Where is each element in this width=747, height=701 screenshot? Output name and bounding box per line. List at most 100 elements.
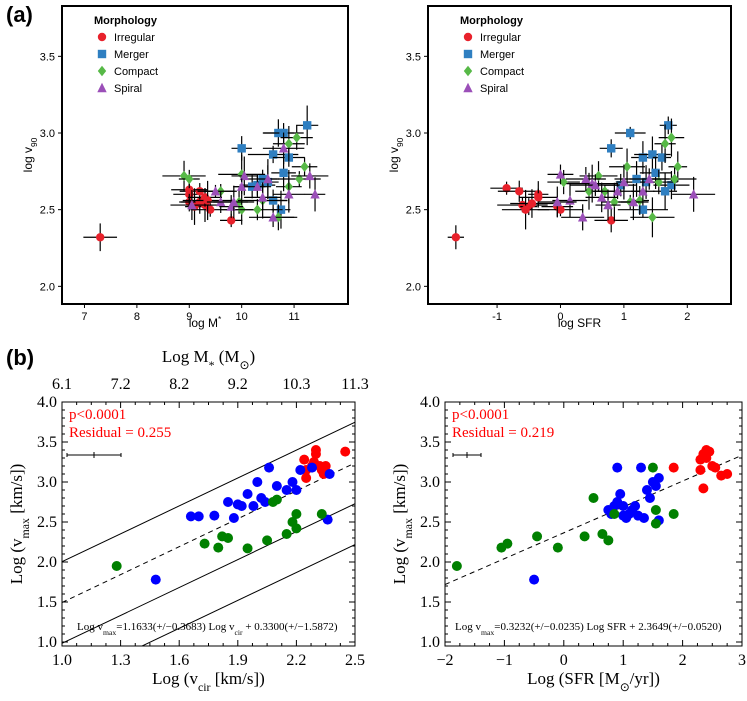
data-point-green xyxy=(552,542,563,553)
y-tick-label: 2.5 xyxy=(40,205,55,217)
data-point-blue xyxy=(242,489,253,499)
data-point-compact xyxy=(670,173,679,185)
y-tick-label: 2.5 xyxy=(37,514,57,531)
data-point-blue xyxy=(295,465,306,475)
data-point-blue xyxy=(653,473,664,483)
legend-title: Morphology xyxy=(94,15,158,27)
data-point-red xyxy=(310,449,321,459)
data-point-green xyxy=(291,523,302,534)
legend-marker-irregular xyxy=(463,32,473,42)
legend-label-irregular: Irregular xyxy=(114,32,155,44)
y-tick-label: 2.0 xyxy=(40,281,55,293)
y-tick-label: 3.0 xyxy=(40,128,55,140)
data-point-red xyxy=(668,462,679,473)
x-tick-label: 9 xyxy=(186,311,192,323)
y-tick-label: 4.0 xyxy=(37,394,57,411)
data-point-spiral xyxy=(310,189,320,199)
x-tick-label: 11 xyxy=(288,311,299,323)
x-tick-label: 1 xyxy=(621,311,627,323)
data-point-merger xyxy=(638,153,648,162)
data-point-spiral xyxy=(187,199,197,210)
chart-b-left: 1.0 1.3 1.6 1.9 2.2 2.5 1.0 1.5 2.0 2.5 3.0 3.5 4.0 L… xyxy=(7,347,369,694)
data-point-compact xyxy=(622,161,632,172)
data-point-spiral xyxy=(603,199,613,210)
data-point-blue xyxy=(612,462,623,473)
chart-a-right: -1 0 1 2 2.0 2.5 3.0 3.5 log SFR log v90 Morpholog… xyxy=(387,5,732,330)
data-point-spiral xyxy=(239,170,249,181)
data-point-green xyxy=(647,462,658,473)
data-point-irregular xyxy=(607,216,616,225)
data-point-blue xyxy=(223,497,234,507)
data-point-merger xyxy=(237,144,246,153)
data-point-compact xyxy=(253,204,262,215)
data-point-green xyxy=(242,543,253,554)
data-point-blue xyxy=(307,462,318,473)
data-point-green xyxy=(281,529,292,539)
data-point-green xyxy=(579,531,590,542)
fit-equation: Log vmax=0.3232(+/−0.0235) Log SFR + 2.3… xyxy=(455,621,722,637)
x-tick-label: -1 xyxy=(492,311,502,323)
y-tick-label: 2.5 xyxy=(406,205,421,217)
data-point-irregular xyxy=(502,184,511,193)
legend-marker-spiral xyxy=(97,82,107,93)
data-point-blue xyxy=(150,574,161,585)
data-point-red xyxy=(698,483,709,494)
data-point-compact xyxy=(559,176,568,188)
data-point-green xyxy=(588,493,599,503)
data-point-blue xyxy=(264,462,275,473)
data-point-spiral xyxy=(644,173,654,184)
data-point-blue xyxy=(529,574,540,585)
top-tick-label: 10.3 xyxy=(282,376,310,393)
data-point-compact xyxy=(292,132,301,143)
data-point-green xyxy=(199,538,210,549)
y-axis-label: Log (vmax [km/s]) xyxy=(7,464,32,585)
data-point-spiral xyxy=(596,192,607,202)
chart-a-left: 7 8 9 10 11 2.0 2.5 3.0 3.5 log M* log v90 Morpholo… xyxy=(21,5,349,330)
data-point-spiral xyxy=(552,196,563,207)
x-tick-label: 2.5 xyxy=(345,652,365,669)
x-axis-label: Log (SFR [M⊙/yr]) xyxy=(527,669,660,694)
y-tick-label: 3.5 xyxy=(37,434,57,451)
data-point-irregular xyxy=(203,196,212,205)
data-point-red xyxy=(320,461,331,471)
fit-line-dashed xyxy=(445,454,742,585)
annotation-residual: Residual = 0.255 xyxy=(69,425,171,441)
data-point-blue xyxy=(252,477,263,487)
data-point-green xyxy=(111,561,122,571)
data-point-blue xyxy=(271,481,282,491)
x-tick-label: 1.6 xyxy=(169,652,189,669)
top-tick-label: 6.1 xyxy=(52,376,72,393)
data-point-irregular xyxy=(515,187,524,196)
data-point-blue xyxy=(636,462,647,473)
x-axis-label: log SFR xyxy=(558,316,602,330)
data-point-green xyxy=(650,518,661,529)
legend-marker-compact xyxy=(463,65,473,77)
legend-label-compact: Compact xyxy=(480,66,524,78)
y-tick-label: 2.0 xyxy=(37,554,57,571)
x-tick-label: −2 xyxy=(436,652,453,669)
data-point-green xyxy=(271,494,282,505)
data-point-spiral xyxy=(612,186,623,196)
legend-label-merger: Merger xyxy=(114,49,149,61)
data-point-green xyxy=(217,531,228,542)
legend-marker-spiral xyxy=(463,82,473,93)
x-tick-label: 2.2 xyxy=(286,652,306,669)
x-tick-label: 1.0 xyxy=(52,652,72,669)
y-tick-label: 1.0 xyxy=(37,634,57,651)
data-point-blue xyxy=(185,511,196,522)
data-point-irregular xyxy=(451,233,461,242)
data-point-green xyxy=(650,505,661,515)
data-point-merger xyxy=(664,121,673,130)
data-point-blue xyxy=(236,501,247,511)
fit-lines xyxy=(62,421,355,646)
data-point-spiral xyxy=(229,196,239,207)
data-point-red xyxy=(695,454,706,465)
data-point-blue xyxy=(287,477,298,487)
data-point-blue xyxy=(618,501,629,511)
panel-label-a: (a) xyxy=(6,2,33,27)
y-tick-label: 4.0 xyxy=(420,394,440,411)
panel-label-b: (b) xyxy=(6,345,35,370)
data-point-blue xyxy=(248,501,259,511)
x-tick-label: 10 xyxy=(236,311,248,323)
x-tick-label: 0 xyxy=(560,652,568,669)
